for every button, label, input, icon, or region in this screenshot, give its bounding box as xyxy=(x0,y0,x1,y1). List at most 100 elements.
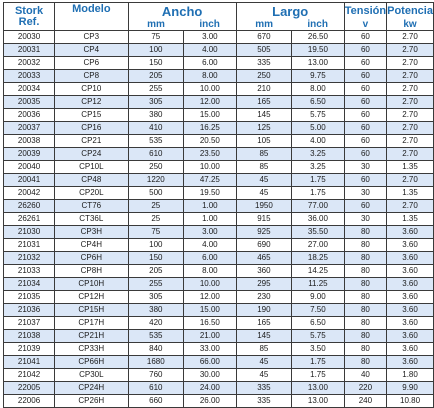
cell-potencia: 3.60 xyxy=(386,264,434,278)
cell-largo-inch: 1.75 xyxy=(291,368,345,382)
cell-potencia: 2.70 xyxy=(386,147,434,161)
cell-largo-mm: 335 xyxy=(235,394,293,408)
cell-ancho-mm: 840 xyxy=(127,342,185,356)
header-largo-label: Largo xyxy=(272,3,309,19)
header-largo-mm: mm xyxy=(235,19,292,31)
cell-tension: 80 xyxy=(343,290,388,304)
cell-stork-ref: 20033 xyxy=(2,69,56,83)
cell-potencia: 3.60 xyxy=(386,329,434,343)
table-row: 21030 CP3H 75 3.00 925 35.50 80 3.60 xyxy=(2,225,434,239)
cell-modelo: CP4 xyxy=(54,43,129,57)
table-row: 20041 CP48 1220 47.25 45 1.75 60 2.70 xyxy=(2,173,434,187)
cell-modelo: CP21H xyxy=(54,329,129,343)
cell-largo-inch: 5.00 xyxy=(291,121,345,135)
cell-ancho-mm: 535 xyxy=(127,329,185,343)
cell-largo-mm: 165 xyxy=(235,316,293,330)
cell-stork-ref: 21032 xyxy=(2,251,56,265)
cell-ancho-inch: 15.00 xyxy=(183,303,237,317)
cell-tension: 80 xyxy=(343,316,388,330)
cell-largo-inch: 36.00 xyxy=(291,212,345,226)
table-row: 21035 CP12H 305 12.00 230 9.00 80 3.60 xyxy=(2,290,434,304)
cell-potencia: 9.90 xyxy=(386,381,434,395)
cell-modelo: CP21 xyxy=(54,134,129,148)
cell-tension: 40 xyxy=(343,368,388,382)
cell-ancho-mm: 205 xyxy=(127,69,185,83)
cell-tension: 60 xyxy=(343,173,388,187)
cell-ancho-mm: 255 xyxy=(127,277,185,291)
cell-ancho-mm: 305 xyxy=(127,290,185,304)
cell-potencia: 1.35 xyxy=(386,186,434,200)
cell-stork-ref: 21036 xyxy=(2,303,56,317)
cell-ancho-inch: 10.00 xyxy=(183,160,237,174)
cell-potencia: 1.35 xyxy=(386,160,434,174)
cell-stork-ref: 20040 xyxy=(2,160,56,174)
header-potencia-unit: kw xyxy=(386,19,434,31)
table-row: 21041 CP66H 1680 66.00 45 1.75 80 3.60 xyxy=(2,355,434,369)
cell-modelo: CT36L xyxy=(54,212,129,226)
cell-largo-mm: 915 xyxy=(235,212,293,226)
cell-ancho-inch: 21.00 xyxy=(183,329,237,343)
cell-ancho-mm: 420 xyxy=(127,316,185,330)
cell-stork-ref: 26261 xyxy=(2,212,56,226)
table-row: 21042 CP30L 760 30.00 45 1.75 40 1.80 xyxy=(2,368,434,382)
cell-ancho-mm: 100 xyxy=(127,43,185,57)
cell-tension: 80 xyxy=(343,329,388,343)
cell-stork-ref: 20036 xyxy=(2,108,56,122)
cell-ancho-mm: 305 xyxy=(127,95,185,109)
cell-ancho-inch: 47.25 xyxy=(183,173,237,187)
cell-largo-inch: 7.50 xyxy=(291,303,345,317)
cell-largo-mm: 690 xyxy=(235,238,293,252)
cell-tension: 80 xyxy=(343,355,388,369)
cell-potencia: 1.35 xyxy=(386,212,434,226)
cell-modelo: CP8 xyxy=(54,69,129,83)
header-row-main: Stork Ref. Modelo Ancho Largo Tensión Po… xyxy=(2,2,434,31)
cell-largo-inch: 13.00 xyxy=(291,381,345,395)
cell-stork-ref: 20030 xyxy=(2,30,56,44)
table-row: 21032 CP6H 150 6.00 465 18.25 80 3.60 xyxy=(2,251,434,265)
header-row-units: mm inch mm inch v kw xyxy=(4,19,434,31)
header-ancho-label: Ancho xyxy=(161,3,203,19)
cell-ancho-mm: 760 xyxy=(127,368,185,382)
cell-largo-mm: 85 xyxy=(235,160,293,174)
cell-largo-inch: 19.50 xyxy=(291,43,345,57)
cell-potencia: 3.60 xyxy=(386,225,434,239)
cell-potencia: 3.60 xyxy=(386,316,434,330)
cell-largo-mm: 925 xyxy=(235,225,293,239)
table-row: 20030 CP3 75 3.00 670 26.50 60 2.70 xyxy=(2,30,434,44)
cell-ancho-inch: 30.00 xyxy=(183,368,237,382)
cell-ancho-inch: 16.25 xyxy=(183,121,237,135)
cell-potencia: 2.70 xyxy=(386,56,434,70)
cell-ancho-inch: 26.00 xyxy=(183,394,237,408)
header-largo: Largo xyxy=(235,2,345,19)
header-potencia: Potencia xyxy=(386,2,434,19)
cell-stork-ref: 21034 xyxy=(2,277,56,291)
cell-modelo: CP26H xyxy=(54,394,129,408)
table-row: 21031 CP4H 100 4.00 690 27.00 80 3.60 xyxy=(2,238,434,252)
cell-largo-inch: 26.50 xyxy=(291,30,345,44)
table-row: 20033 CP8 205 8.00 250 9.75 60 2.70 xyxy=(2,69,434,83)
cell-largo-mm: 210 xyxy=(235,82,293,96)
cell-ancho-mm: 25 xyxy=(127,199,185,213)
cell-potencia: 3.60 xyxy=(386,251,434,265)
cell-tension: 220 xyxy=(343,381,388,395)
cell-stork-ref: 21039 xyxy=(2,342,56,356)
table-row: 22005 CP24H 610 24.00 335 13.00 220 9.90 xyxy=(2,381,434,395)
cell-tension: 30 xyxy=(343,212,388,226)
cell-largo-inch: 3.25 xyxy=(291,147,345,161)
cell-largo-inch: 5.75 xyxy=(291,329,345,343)
cell-potencia: 3.60 xyxy=(386,342,434,356)
cell-largo-inch: 27.00 xyxy=(291,238,345,252)
cell-potencia: 2.70 xyxy=(386,43,434,57)
cell-ancho-inch: 4.00 xyxy=(183,238,237,252)
cell-tension: 60 xyxy=(343,30,388,44)
cell-largo-inch: 9.00 xyxy=(291,290,345,304)
cell-ancho-mm: 410 xyxy=(127,121,185,135)
cell-potencia: 2.70 xyxy=(386,82,434,96)
table-row: 21037 CP17H 420 16.50 165 6.50 80 3.60 xyxy=(2,316,434,330)
cell-ancho-inch: 1.00 xyxy=(183,199,237,213)
cell-largo-mm: 670 xyxy=(235,30,293,44)
cell-largo-mm: 465 xyxy=(235,251,293,265)
cell-modelo: CP33H xyxy=(54,342,129,356)
cell-modelo: CP16 xyxy=(54,121,129,135)
